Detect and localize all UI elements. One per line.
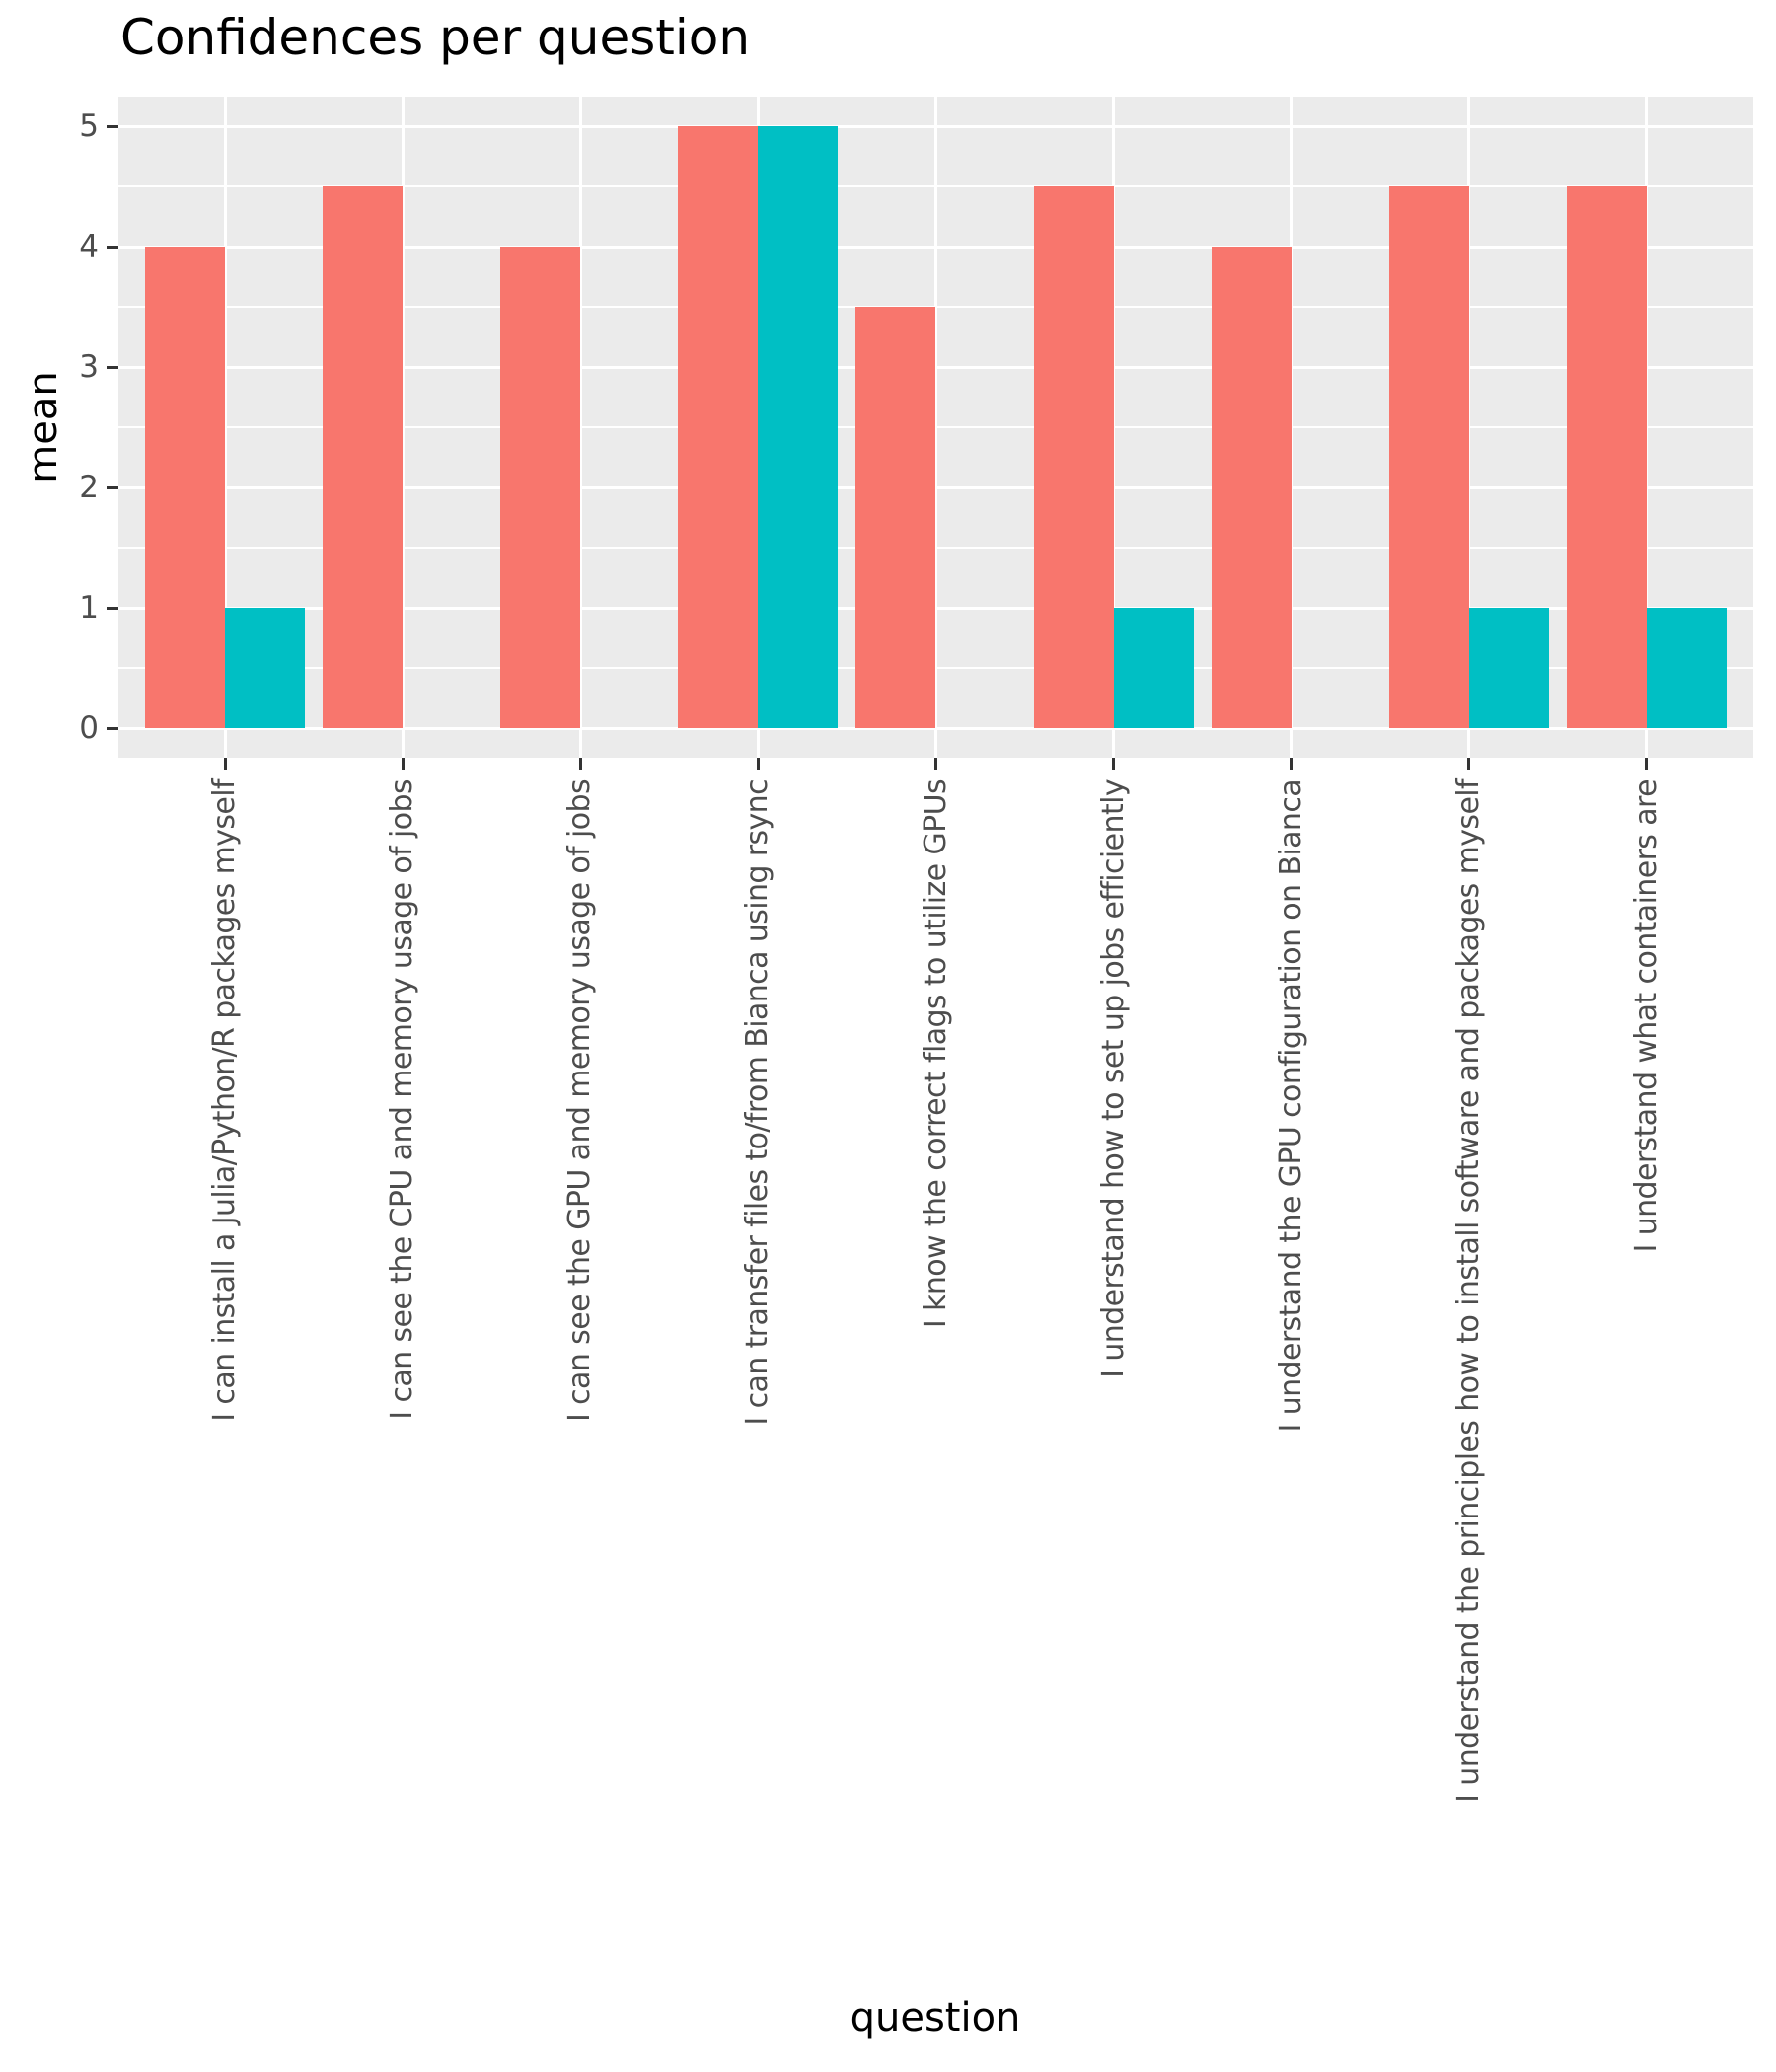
- bar-series-2: [758, 126, 839, 728]
- x-tick-mark: [1467, 758, 1471, 770]
- bar-series-1: [323, 186, 404, 728]
- bar-series-1: [1211, 247, 1292, 728]
- y-tick-label: 4: [79, 229, 99, 264]
- x-tick-mark: [223, 758, 227, 770]
- y-tick-label: 5: [79, 109, 99, 144]
- bar-series-2: [1468, 608, 1549, 728]
- bar-series-1: [145, 247, 226, 728]
- x-tick-label: I understand what containers are: [1628, 779, 1664, 1253]
- x-tick-mark: [756, 758, 760, 770]
- x-tick-label: I understand the principles how to insta…: [1450, 779, 1486, 1803]
- x-tick-mark: [401, 758, 405, 770]
- vertical-gridline: [223, 97, 227, 758]
- y-tick-mark: [107, 124, 118, 128]
- chart-title: Confidences per question: [120, 9, 751, 66]
- y-tick-mark: [107, 365, 118, 369]
- x-tick-label: I can transfer files to/from Bianca usin…: [740, 779, 776, 1426]
- y-tick-label: 3: [79, 349, 99, 385]
- bar-series-1: [1388, 186, 1469, 728]
- x-tick-mark: [1290, 758, 1294, 770]
- x-tick-label: I understand the GPU configuration on Bi…: [1273, 779, 1308, 1433]
- x-tick-label: I know the correct flags to utilize GPUs: [918, 779, 953, 1329]
- vertical-gridline: [1290, 97, 1294, 758]
- bar-series-1: [1566, 186, 1647, 728]
- x-tick-label: I understand how to set up jobs efficien…: [1095, 779, 1131, 1378]
- vertical-gridline: [1645, 97, 1649, 758]
- bar-series-1: [855, 307, 936, 728]
- plot-panel: [118, 97, 1753, 758]
- y-tick-mark: [107, 606, 118, 610]
- x-tick-mark: [934, 758, 937, 770]
- y-tick-mark: [107, 245, 118, 249]
- x-axis-title: question: [850, 1995, 1021, 2040]
- x-tick-mark: [1112, 758, 1116, 770]
- x-tick-label: I can install a Julia/Python/R packages …: [207, 779, 243, 1422]
- bar-series-2: [225, 608, 306, 728]
- vertical-gridline: [1467, 97, 1471, 758]
- bar-series-1: [1033, 186, 1114, 728]
- vertical-gridline: [401, 97, 405, 758]
- bar-series-1: [500, 247, 581, 728]
- y-axis-title: mean: [21, 371, 66, 483]
- x-tick-label: I can see the GPU and memory usage of jo…: [562, 779, 598, 1423]
- y-tick-mark: [107, 726, 118, 730]
- bar-series-2: [1646, 608, 1727, 728]
- y-tick-label: 2: [79, 470, 99, 505]
- bar-series-1: [678, 126, 759, 728]
- vertical-gridline: [934, 97, 937, 758]
- bar-series-2: [1113, 608, 1194, 728]
- x-tick-mark: [578, 758, 582, 770]
- y-tick-label: 0: [79, 710, 99, 746]
- x-tick-label: I can see the CPU and memory usage of jo…: [385, 779, 420, 1420]
- vertical-gridline: [578, 97, 582, 758]
- x-tick-mark: [1645, 758, 1649, 770]
- y-tick-label: 1: [79, 590, 99, 626]
- vertical-gridline: [1112, 97, 1116, 758]
- y-tick-mark: [107, 485, 118, 489]
